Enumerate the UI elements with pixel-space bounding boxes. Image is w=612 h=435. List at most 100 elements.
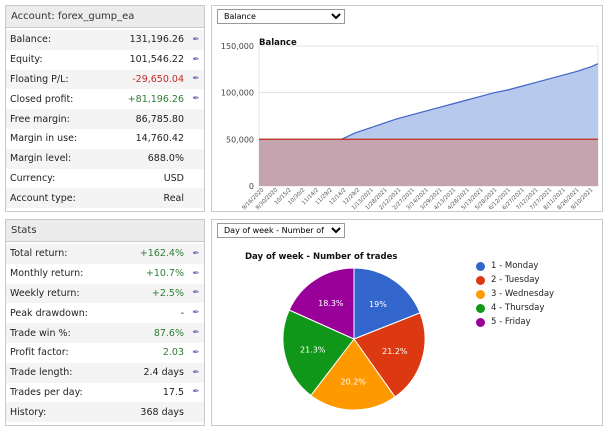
pie-chart: 19% 21.2% 20.2% 21.3% 18.3% [282,267,426,411]
legend-swatch [476,303,485,313]
legend-swatch [476,317,485,327]
chart-type-select-pie[interactable]: Day of week - Number of trades [217,223,345,238]
balance-chart: 050,000100,000150,0009/16/20209/30/20201… [221,42,599,211]
legend-item[interactable]: 1 - Monday [476,261,538,271]
legend-item[interactable]: 2 - Tuesday [476,275,539,285]
stats-value: +162.4% [139,248,184,260]
legend-label: 4 - Thursday [491,303,545,313]
account-value: Real [163,192,184,204]
legend-label: 3 - Wednesday [491,289,555,299]
account-label: Floating P/L: [10,73,69,85]
legend-label: 2 - Tuesday [491,275,540,285]
pencil-icon[interactable]: ✒ [192,308,200,319]
account-value: USD [163,172,184,184]
account-value: 131,196.26 [129,34,184,46]
stats-row: Profit factor: 2.03 ✒ [6,343,204,363]
pencil-icon[interactable]: ✒ [192,94,200,105]
stats-value: 17.5 [162,386,184,398]
account-panel: Account: forex_gump_ea Balance: 131,196.2… [5,5,205,212]
legend-swatch [476,261,485,271]
balance-chart-panel: Balance Balance 0 50,000 100,000 150,000 9/1… [211,5,603,212]
pencil-icon[interactable]: ✒ [192,288,200,299]
account-value: +81,196.26 [127,93,184,105]
stats-label: Trade win %: [10,327,71,339]
account-row: Free margin: 86,785.80 [6,109,204,129]
stats-list: Total return: +162.4% ✒ Monthly return: +10.… [6,242,204,423]
pie-slice-label: 21.2% [382,347,408,356]
legend-swatch [476,289,485,299]
pie-slice-label: 21.3% [300,345,326,354]
stats-value: 87.6% [153,327,184,339]
account-label: Account type: [10,192,76,204]
legend-item[interactable]: 4 - Thursday [476,303,544,313]
pie-slice[interactable] [310,338,396,411]
stats-label: Peak drawdown: [10,307,88,319]
pencil-icon[interactable]: ✒ [192,248,200,259]
pencil-icon[interactable]: ✒ [192,347,200,358]
stats-value: +2.5% [151,287,184,299]
stats-label: Trade length: [10,367,73,379]
stats-row: Trades per day: 17.5 ✒ [6,383,204,403]
stats-row: History: 368 days [6,402,204,423]
account-row: Balance: 131,196.26 ✒ [6,30,204,50]
balance-chart-title: Balance [259,38,297,48]
stats-value: 368 days [140,406,184,418]
pie-slice[interactable] [353,267,421,340]
stats-label: Weekly return: [10,287,80,299]
legend-label: 1 - Monday [491,261,539,271]
stats-row: Peak drawdown: - ✒ [6,303,204,323]
account-panel-title: Account: forex_gump_ea [6,6,204,28]
account-label: Margin level: [10,153,72,165]
stats-row: Weekly return: +2.5% ✒ [6,283,204,304]
account-row: Currency: USD [6,169,204,189]
pie-slice-label: 20.2% [340,378,366,387]
y-tick-label: 100,000 [221,89,254,98]
account-label: Balance: [10,34,52,46]
chart-type-select[interactable]: Balance [217,9,345,24]
stats-row: Trade win %: 87.6% ✒ [6,323,204,343]
pencil-icon[interactable]: ✒ [192,54,200,65]
account-value: 14,760.42 [135,133,184,145]
stats-value: 2.03 [162,347,184,359]
y-tick-label: 50,000 [226,135,254,144]
account-row: Margin in use: 14,760.42 [6,129,204,149]
pie-slice-label: 19% [369,300,387,309]
stats-panel: Stats Total return: +162.4% ✒ Monthly retur… [5,219,205,426]
account-value: 688.0% [147,153,184,165]
legend-swatch [476,275,485,285]
account-row: Floating P/L: -29,650.04 ✒ [6,69,204,90]
pencil-icon[interactable]: ✒ [192,387,200,398]
pencil-icon[interactable]: ✒ [192,74,200,85]
account-label: Free margin: [10,113,70,125]
account-label: Currency: [10,172,56,184]
pencil-icon[interactable]: ✒ [192,367,200,378]
stats-label: History: [10,406,47,418]
stats-label: Trades per day: [10,386,83,398]
account-value: 86,785.80 [135,113,184,125]
pencil-icon[interactable]: ✒ [192,268,200,279]
balance-line [259,63,599,140]
legend-label: 5 - Friday [491,317,531,327]
pie-slice[interactable] [353,312,426,398]
pie-chart-panel: Day of week - Number of trades Day of we… [211,219,603,426]
stats-row: Monthly return: +10.7% ✒ [6,264,204,284]
pencil-icon[interactable]: ✒ [192,328,200,339]
stats-row: Total return: +162.4% ✒ [6,244,204,264]
y-tick-label: 0 [249,182,254,191]
account-value: -29,650.04 [132,73,184,85]
stats-label: Profit factor: [10,347,69,359]
pencil-icon[interactable]: ✒ [192,34,200,45]
pie-slice[interactable] [288,267,355,340]
account-row: Equity: 101,546.22 ✒ [6,50,204,70]
stats-label: Monthly return: [10,268,84,280]
stats-panel-title: Stats [6,220,204,242]
account-stats-list: Balance: 131,196.26 ✒ Equity: 101,546.22 ✒ Flo… [6,28,204,209]
stats-label: Total return: [10,248,68,260]
stats-value: - [180,307,184,319]
account-row: Account type: Real [6,188,204,209]
legend-item[interactable]: 5 - Friday [476,317,531,327]
account-label: Margin in use: [10,133,78,145]
y-tick-label: 150,000 [221,42,254,51]
stats-value: 2.4 days [143,367,184,379]
legend-item[interactable]: 3 - Wednesday [476,289,554,299]
